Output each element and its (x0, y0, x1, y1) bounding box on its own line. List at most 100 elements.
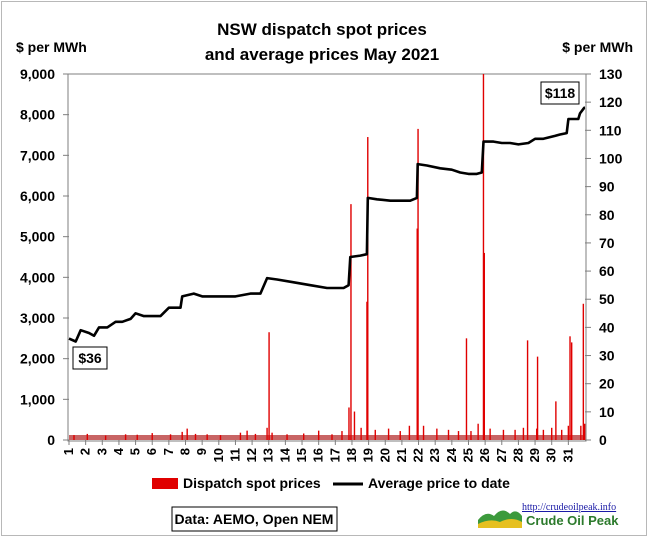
spot-price-bar (181, 431, 183, 440)
x-tick-label: 28 (510, 448, 525, 462)
spot-price-bar (124, 434, 127, 440)
spot-price-bar (465, 338, 468, 440)
baseline-price-band (69, 435, 585, 440)
x-axis: 1 2 3 4 5 6 7 8 9 10 11 12 13 14 15 16 17 18 19 20 21 22 23 24 2… (61, 440, 575, 462)
logo-band-shape (478, 519, 522, 528)
legend-bar-swatch (152, 478, 178, 489)
spot-price-bar (302, 433, 305, 440)
spot-price-bar (374, 429, 376, 440)
chart-title-line-2: and average prices May 2021 (205, 45, 439, 64)
spot-price-bar (483, 252, 485, 440)
spot-price-bar (447, 429, 450, 440)
x-tick-label: 22 (411, 448, 426, 462)
x-tick-label: 29 (527, 448, 542, 462)
spot-price-bar (136, 434, 138, 440)
spot-price-bar (169, 434, 172, 440)
spot-price-bar (186, 428, 188, 440)
y-right-tick-label: 50 (599, 291, 615, 307)
spot-price-bar (555, 401, 557, 440)
x-tick-label: 26 (477, 448, 492, 462)
spot-price-bar (246, 430, 248, 440)
y-left-tick-label: 6,000 (20, 188, 55, 204)
spot-price-bar (239, 432, 242, 440)
logo-url-link[interactable]: http://crudeoilpeak.info (522, 502, 617, 513)
x-tick-label: 21 (394, 448, 409, 462)
spot-price-bar (482, 74, 485, 440)
x-tick-label: 11 (227, 448, 242, 462)
x-tick-label: 20 (377, 448, 392, 462)
spot-price-bar (536, 428, 538, 440)
x-tick-label: 15 (294, 448, 309, 462)
spot-price-bar (286, 434, 288, 440)
spot-price-bar (417, 128, 419, 440)
start-value-label: $36 (78, 350, 102, 366)
spot-price-bar (580, 425, 582, 440)
y-right-tick-label: 120 (599, 94, 623, 110)
x-tick-label: 25 (460, 448, 475, 462)
y-right-tick-label: 90 (599, 179, 615, 195)
x-tick-label: 27 (494, 448, 509, 462)
spot-price-bar (271, 432, 273, 440)
y-right-tick-label: 40 (599, 319, 615, 335)
y-right-tick-label: 0 (599, 432, 607, 448)
y-right-tick-label: 60 (599, 263, 615, 279)
spot-price-bar (408, 425, 411, 440)
spot-price-bar (86, 433, 89, 440)
x-tick-label: 7 (161, 448, 176, 455)
average-price-line-group (68, 106, 586, 343)
x-tick-label: 9 (194, 448, 209, 455)
y-right-tick-label: 80 (599, 207, 615, 223)
y-left-tick-label: 4,000 (20, 269, 55, 285)
spot-price-bar (73, 435, 75, 440)
source-box (171, 506, 338, 532)
spot-price-bar (219, 435, 222, 440)
y-left-tick-label: 5,000 (20, 229, 55, 245)
chart-title-line-1: NSW dispatch spot prices (217, 20, 427, 39)
spot-price-bar (360, 427, 362, 440)
y-right-tick-label: 10 (599, 404, 615, 420)
y-right-tick-label: 130 (599, 66, 623, 82)
spot-price-bar (583, 423, 586, 440)
spot-price-bar (422, 425, 425, 440)
spot-price-bar (477, 423, 479, 440)
x-tick-label: 5 (128, 448, 143, 455)
spot-price-bar (399, 431, 401, 440)
logo-name-text: Crude Oil Peak (526, 513, 619, 528)
x-tick-label: 1 (61, 448, 76, 455)
spot-price-bar (526, 340, 529, 440)
legend-bar-label: Dispatch spot prices (183, 475, 321, 491)
x-tick-label: 31 (560, 448, 575, 462)
start-value-callout (72, 346, 108, 370)
spot-price-bar (567, 425, 570, 440)
spot-price-bar (353, 411, 356, 440)
spot-price-bar (341, 431, 343, 440)
spot-price-bar (489, 428, 491, 440)
spot-price-bar (536, 356, 539, 440)
legend: Dispatch spot prices Average price to da… (152, 475, 510, 491)
spot-price-bar (470, 431, 472, 440)
spot-price-bars (73, 74, 586, 441)
spot-price-bar (570, 342, 573, 440)
spot-price-bar (551, 427, 553, 440)
spot-price-bar (104, 435, 107, 440)
spot-price-bar (569, 336, 571, 440)
spot-price-bar (268, 332, 270, 440)
y-left-tick-label: 1,000 (20, 391, 55, 407)
x-tick-label: 3 (94, 448, 109, 455)
x-tick-label: 10 (211, 448, 226, 462)
crude-oil-peak-logo-art (478, 510, 522, 528)
spot-price-bar (542, 429, 545, 440)
y-left-axis: 0 1,000 2,000 3,000 4,000 5,000 6,000 7,000 8,00… (20, 66, 69, 448)
y-right-tick-label: 110 (599, 122, 622, 138)
x-tick-label: 30 (544, 448, 559, 462)
spot-price-bar (194, 433, 197, 440)
x-tick-label: 2 (78, 448, 93, 455)
spot-price-bar (387, 428, 390, 440)
x-tick-label: 8 (178, 448, 193, 455)
y-left-tick-label: 7,000 (20, 147, 55, 163)
spot-price-bar (522, 427, 525, 440)
x-tick-label: 17 (327, 448, 342, 462)
spot-price-bar (436, 428, 438, 440)
y-right-unit-label: $ per MWh (562, 39, 633, 55)
